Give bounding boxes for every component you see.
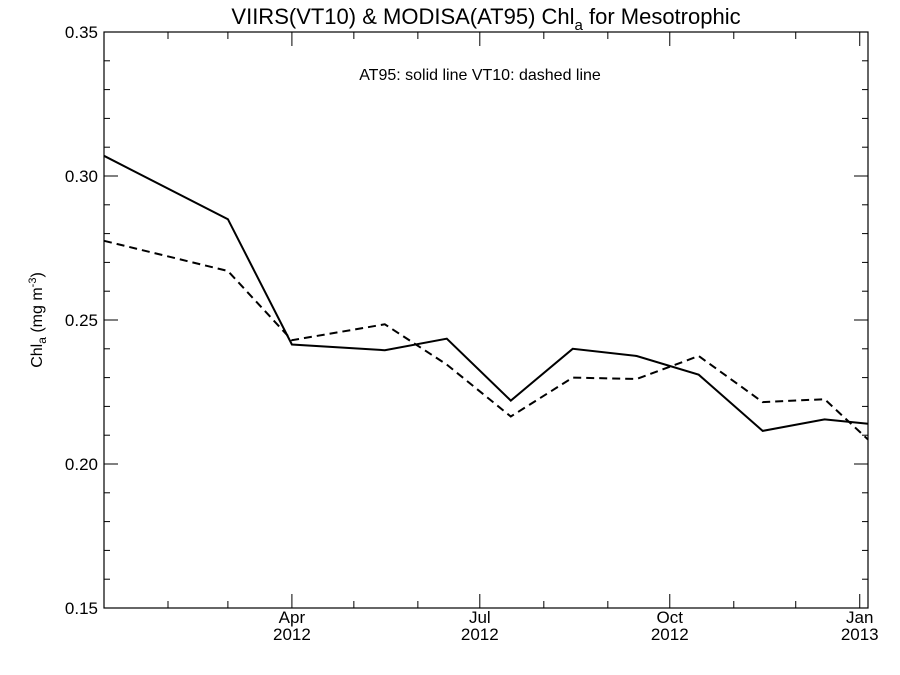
axis-tick-labels: 0.150.200.250.300.35Apr2012Jul2012Oct201… <box>65 23 879 644</box>
series-line-dashed <box>103 239 869 441</box>
y-tick-label: 0.15 <box>65 599 98 618</box>
series-line-solid <box>103 154 869 432</box>
x-tick-label-month: Jan <box>846 608 873 627</box>
y-axis-label: Chla (mg m-3) <box>27 272 49 368</box>
plot-frame <box>103 31 869 609</box>
chart-title-prefix: VIIRS(VT10) & MODISA(AT95) Chl <box>231 4 574 29</box>
y-axis-label-subscript: a <box>35 337 49 344</box>
x-tick-label-month: Oct <box>657 608 684 627</box>
x-tick-label-year: 2012 <box>461 625 499 644</box>
x-tick-label-month: Apr <box>279 608 306 627</box>
data-series <box>103 154 869 441</box>
y-tick-label: 0.35 <box>65 23 98 42</box>
x-tick-label-year: 2012 <box>651 625 689 644</box>
x-tick-label-month: Jul <box>469 608 491 627</box>
y-tick-label: 0.25 <box>65 311 98 330</box>
y-axis-label-middle: (mg m <box>29 287 46 337</box>
x-tick-label-year: 2012 <box>273 625 311 644</box>
axis-ticks <box>104 31 868 609</box>
y-axis-label-prefix: Chl <box>29 344 46 368</box>
line-style-annotation: AT95: solid line VT10: dashed line <box>359 67 601 84</box>
y-tick-label: 0.20 <box>65 455 98 474</box>
y-axis-label-superscript: -3 <box>27 278 39 288</box>
chart-title-suffix: for Mesotrophic <box>583 4 741 29</box>
y-axis-label-end: ) <box>29 272 46 277</box>
chart-title-subscript: a <box>575 17 584 34</box>
chart-title: VIIRS(VT10) & MODISA(AT95) Chla for Meso… <box>231 4 740 34</box>
x-tick-label-year: 2013 <box>841 625 879 644</box>
y-tick-label: 0.30 <box>65 167 98 186</box>
